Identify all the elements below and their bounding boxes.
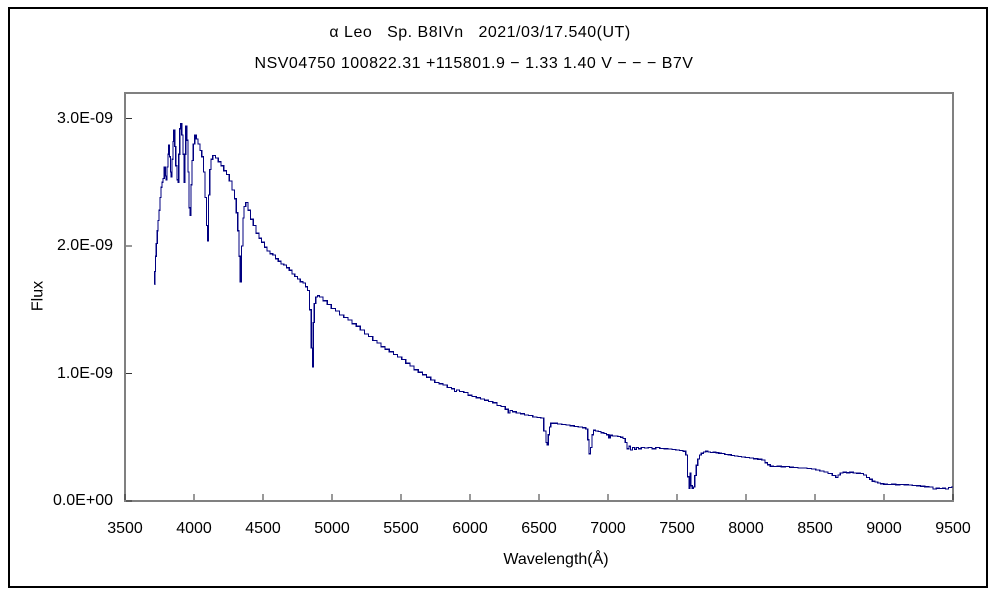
y-tick-label: 3.0E-09 (56, 109, 113, 127)
chart-subtitle: NSV04750 100822.31 +115801.9 − 1.33 1.40… (254, 55, 694, 72)
x-tick-label: 5500 (383, 520, 419, 537)
x-tick-label: 7500 (659, 520, 695, 537)
x-tick-label: 4000 (176, 520, 212, 537)
y-tick-label: 0.0E+00 (52, 492, 113, 509)
x-tick-label: 7000 (590, 520, 626, 537)
x-tick-label: 5000 (314, 520, 350, 537)
chart-title: α Leo Sp. B8IVn 2021/03/17.540(UT) (329, 24, 631, 41)
x-axis-label: Wavelength(Å) (503, 551, 609, 568)
x-tick-label: 3500 (107, 520, 143, 537)
y-axis-ticks (126, 118, 132, 502)
y-tick-label: 2.0E-09 (56, 237, 113, 254)
x-tick-label: 8500 (797, 520, 833, 537)
x-tick-label: 6500 (521, 520, 557, 537)
spectrum-line (154, 123, 953, 490)
x-tick-label: 8000 (728, 520, 764, 537)
x-axis-ticks (124, 494, 954, 500)
x-tick-label: 9500 (935, 520, 971, 537)
y-tick-label: 1.0E-09 (56, 364, 113, 382)
plot-frame (124, 92, 954, 502)
y-axis-label: Flux (29, 280, 47, 312)
x-tick-label: 9000 (866, 520, 902, 537)
x-tick-label: 4500 (245, 520, 281, 537)
x-tick-label: 6000 (452, 520, 488, 537)
